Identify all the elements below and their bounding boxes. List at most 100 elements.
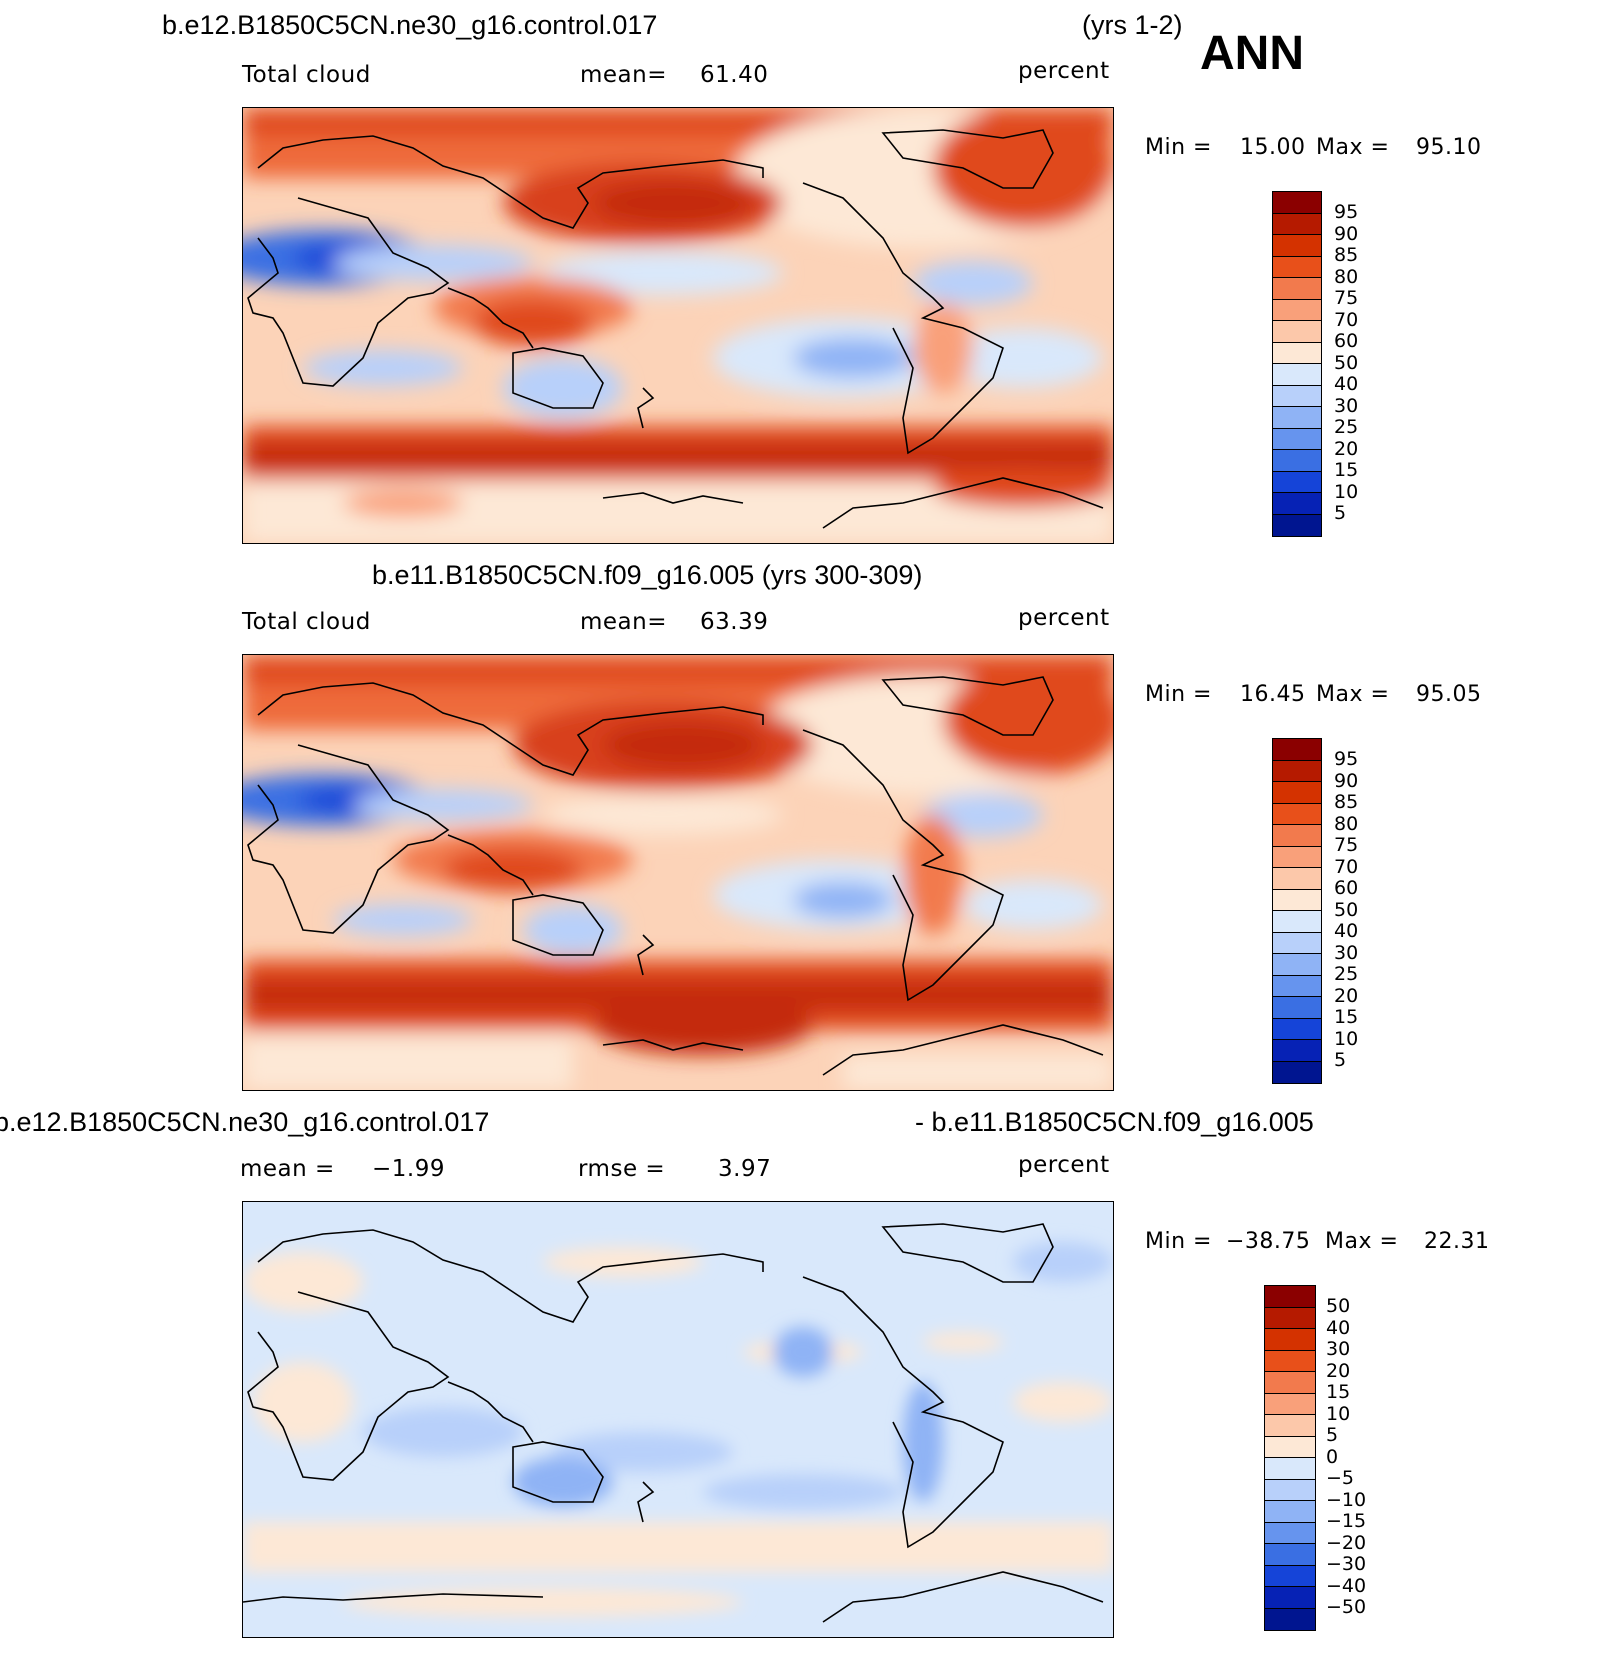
colorbar-label: 70	[1334, 308, 1359, 331]
panel1-mean-label: mean=	[580, 62, 667, 88]
colorbar-label: −30	[1326, 1553, 1367, 1575]
panel2-max-value: 95.05	[1416, 682, 1482, 707]
colorbar-label: 40	[1334, 920, 1359, 942]
colorbar-cell	[1265, 1479, 1315, 1501]
colorbar-cell	[1273, 846, 1321, 868]
colorbar-label: 20	[1326, 1359, 1351, 1382]
colorbar-cell	[1273, 889, 1321, 911]
colorbar-label: 20	[1334, 437, 1359, 460]
colorbar-label: 5	[1326, 1424, 1339, 1446]
colorbar-label: −50	[1326, 1596, 1367, 1618]
colorbar-cell	[1265, 1350, 1315, 1372]
colorbar-label: 70	[1334, 855, 1359, 878]
colorbar-cell	[1265, 1436, 1315, 1458]
panel3-max-value: 22.31	[1424, 1229, 1490, 1254]
panel2-variable: Total cloud	[242, 609, 371, 635]
colorbar-cell	[1273, 256, 1321, 278]
panel3-min-label: Min =	[1145, 1229, 1212, 1254]
colorbar-cell	[1265, 1329, 1315, 1351]
colorbar-cell	[1273, 760, 1321, 782]
colorbar-cell	[1273, 1040, 1321, 1062]
colorbar-label: 95	[1334, 748, 1359, 770]
panel2-title: b.e11.B1850C5CN.f09_g16.005 (yrs 300-309…	[372, 560, 923, 590]
colorbar-label: −10	[1326, 1488, 1367, 1511]
colorbar-cell	[1273, 739, 1321, 761]
colorbar-label: 10	[1334, 480, 1359, 503]
panel2-max-label: Max =	[1316, 682, 1390, 707]
panel3-mean-value: −1.99	[372, 1156, 445, 1182]
colorbar-label: 75	[1334, 834, 1359, 856]
colorbar-label: −40	[1326, 1574, 1367, 1597]
panel3-map-graphic	[243, 1202, 1113, 1637]
colorbar-label: 15	[1326, 1381, 1351, 1403]
colorbar-label: 90	[1334, 769, 1359, 792]
colorbar-cell	[1265, 1544, 1315, 1566]
colorbar-cell	[1265, 1501, 1315, 1523]
colorbar-cell	[1273, 385, 1321, 407]
panel1-min-label: Min =	[1145, 135, 1212, 160]
panel3-rmse-value: 3.97	[718, 1156, 772, 1182]
panel2-map-graphic	[243, 655, 1113, 1090]
panel3-mean-label: mean =	[240, 1156, 335, 1182]
colorbar-label: 90	[1334, 222, 1359, 245]
panel3-units: percent	[1018, 1152, 1110, 1178]
colorbar-cell	[1273, 407, 1321, 429]
colorbar-cell	[1273, 493, 1321, 515]
panel2-min-value: 16.45	[1240, 682, 1306, 707]
colorbar-cell	[1265, 1415, 1315, 1437]
colorbar-label: 50	[1334, 351, 1359, 374]
colorbar-label: 40	[1326, 1316, 1351, 1339]
colorbar-cell	[1265, 1307, 1315, 1329]
colorbar-label: 85	[1334, 791, 1359, 813]
colorbar-label: 50	[1326, 1295, 1351, 1317]
colorbar-cell	[1273, 514, 1321, 536]
colorbar-cell	[1273, 299, 1321, 321]
colorbar-cell	[1273, 342, 1321, 364]
colorbar-cell	[1273, 803, 1321, 825]
panel1-mean-value: 61.40	[700, 62, 769, 88]
colorbar-cell	[1273, 321, 1321, 343]
panel1-map	[242, 107, 1114, 544]
panel1-map-graphic	[243, 108, 1113, 543]
panel3-title-right: - b.e11.B1850C5CN.f09_g16.005	[915, 1107, 1314, 1137]
panel2-mean-label: mean=	[580, 609, 667, 635]
colorbar-label: 30	[1334, 394, 1359, 417]
colorbar-label: 60	[1334, 877, 1359, 899]
colorbar-label: −20	[1326, 1531, 1367, 1554]
colorbar-cell	[1273, 364, 1321, 386]
colorbar-label: −15	[1326, 1510, 1367, 1532]
colorbar-cell	[1273, 192, 1321, 214]
colorbar-label: 95	[1334, 201, 1359, 223]
colorbar-cell	[1265, 1565, 1315, 1587]
colorbar-cell	[1273, 868, 1321, 890]
panel3-min-value: −38.75	[1226, 1229, 1311, 1254]
colorbar-cell	[1273, 782, 1321, 804]
colorbar-label: 40	[1334, 373, 1359, 395]
panel3-map	[242, 1201, 1114, 1638]
colorbar-cell	[1265, 1608, 1315, 1630]
colorbar-label: 25	[1334, 416, 1359, 438]
colorbar-label: −5	[1326, 1467, 1355, 1489]
colorbar-cell	[1273, 235, 1321, 257]
panel1-title: b.e12.B1850C5CN.ne30_g16.control.017	[162, 10, 658, 40]
colorbar-cell	[1265, 1286, 1315, 1308]
colorbar-label: 80	[1334, 812, 1359, 835]
colorbar-label: 5	[1334, 502, 1347, 524]
colorbar-label: 15	[1334, 459, 1359, 481]
colorbar-cell	[1273, 450, 1321, 472]
colorbar-cell	[1273, 932, 1321, 954]
panel1-years: (yrs 1-2)	[1082, 10, 1183, 40]
panel3-rmse-label: rmse =	[578, 1156, 666, 1182]
colorbar-label: 5	[1334, 1049, 1347, 1071]
colorbar-cell	[1273, 954, 1321, 976]
panel2-min-label: Min =	[1145, 682, 1212, 707]
colorbar-label: 25	[1334, 963, 1359, 985]
panel2-colorbar	[1272, 738, 1322, 1084]
panel1-max-label: Max =	[1316, 135, 1390, 160]
colorbar-cell	[1273, 428, 1321, 450]
colorbar-label: 50	[1334, 898, 1359, 921]
panel2-mean-value: 63.39	[700, 609, 769, 635]
panel3-title-left: b.e12.B1850C5CN.ne30_g16.control.017	[0, 1107, 490, 1137]
colorbar-label: 10	[1334, 1027, 1359, 1050]
colorbar-cell	[1265, 1372, 1315, 1394]
